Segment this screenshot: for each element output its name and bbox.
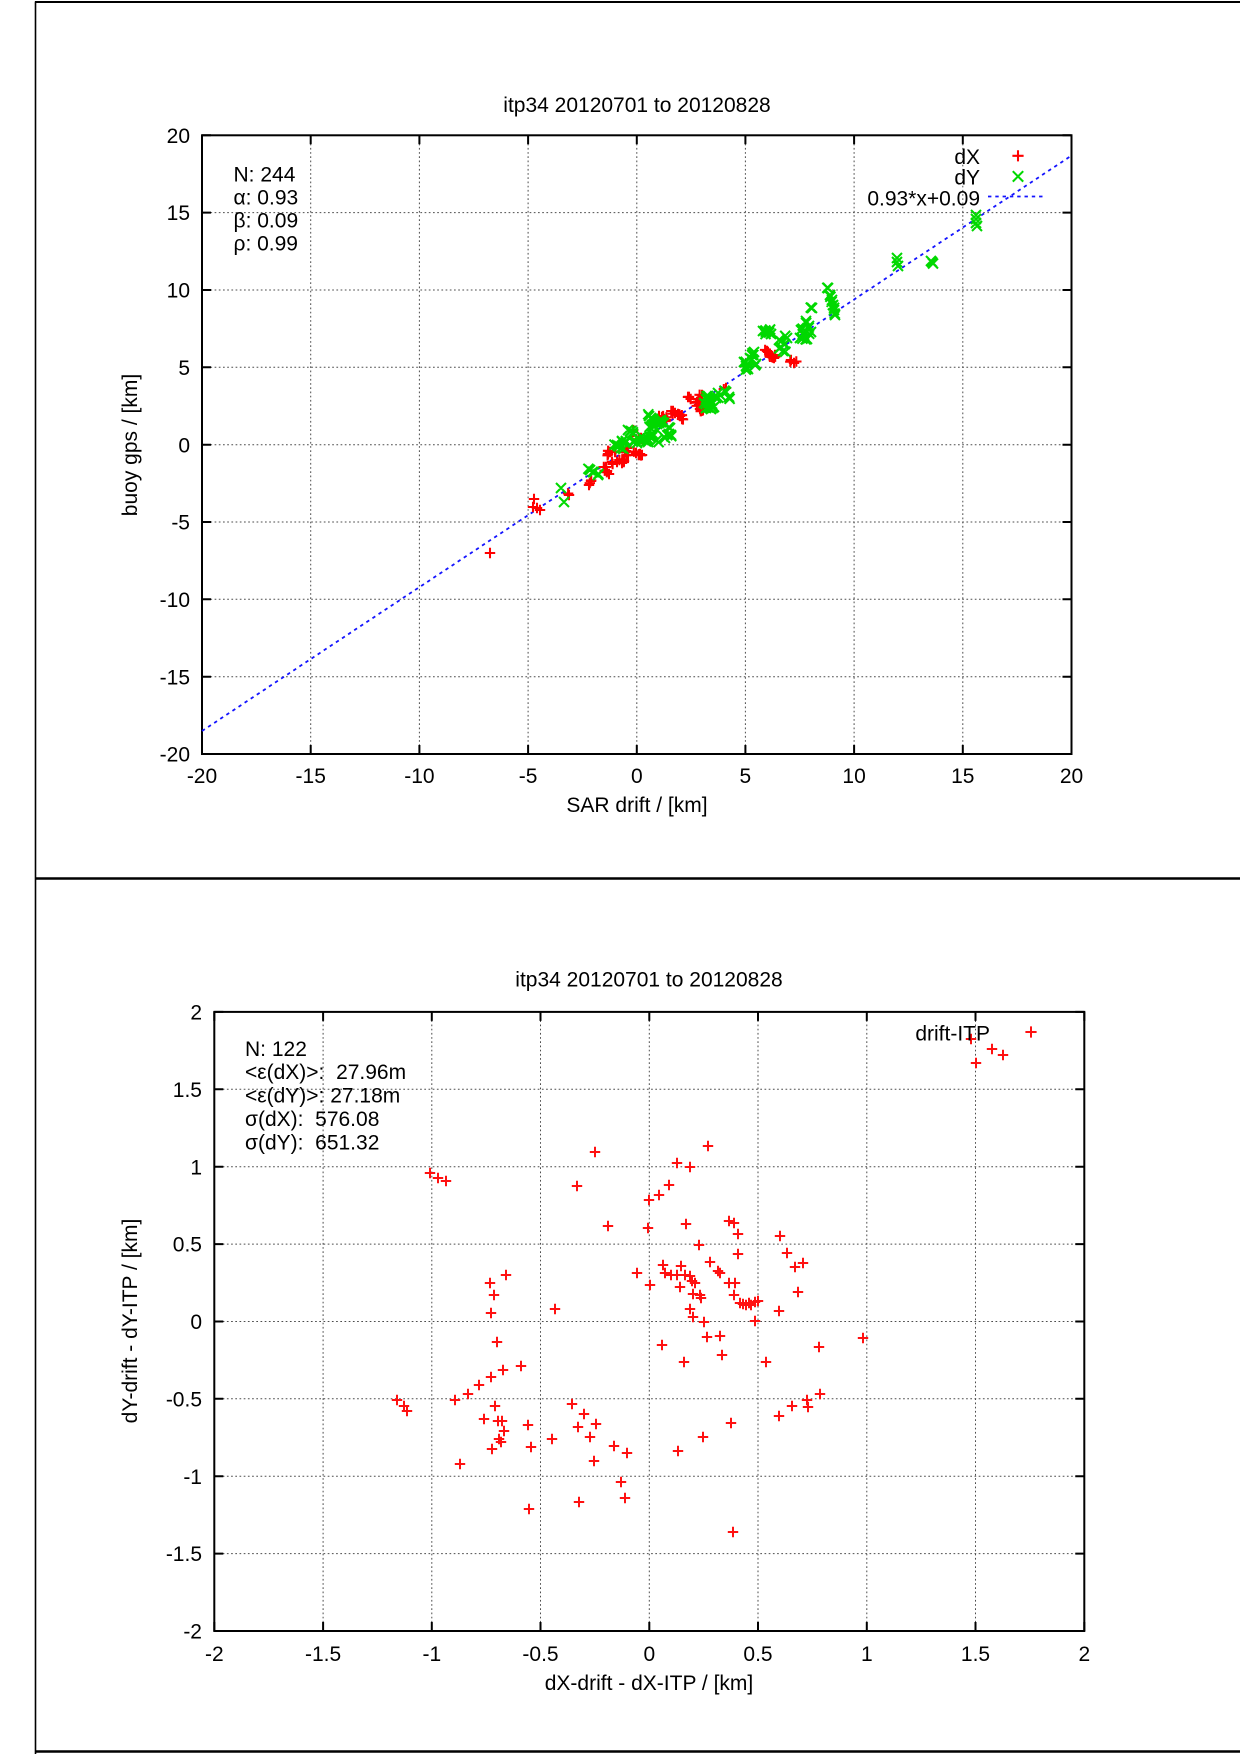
svg-text:0: 0 [178, 434, 190, 457]
svg-text:dY-drift - dY-ITP / [km]: dY-drift - dY-ITP / [km] [119, 1219, 142, 1424]
svg-text:drift-ITP: drift-ITP [915, 1022, 990, 1045]
svg-text:15: 15 [167, 202, 190, 225]
svg-text:-10: -10 [404, 765, 434, 788]
svg-text:-1.5: -1.5 [305, 1643, 341, 1666]
svg-text:SAR drift / [km]: SAR drift / [km] [566, 794, 707, 817]
svg-text:dX: dX [954, 146, 980, 169]
svg-text:-15: -15 [160, 666, 190, 689]
svg-text:N: 244: N: 244 [234, 164, 296, 187]
svg-text:1: 1 [861, 1643, 873, 1666]
svg-text:0.5: 0.5 [743, 1643, 772, 1666]
svg-text:0: 0 [190, 1311, 202, 1334]
svg-text:1.5: 1.5 [173, 1079, 202, 1102]
svg-text:20: 20 [1060, 765, 1083, 788]
svg-text:<ε(dY)>: 27.18m: <ε(dY)>: 27.18m [245, 1085, 400, 1108]
svg-text:1: 1 [190, 1156, 202, 1179]
svg-text:<ε(dX)>: 27.96m: <ε(dX)>: 27.96m [245, 1061, 406, 1084]
svg-text:5: 5 [740, 765, 752, 788]
svg-text:α: 0.93: α: 0.93 [234, 187, 299, 210]
svg-text:ρ: 0.99: ρ: 0.99 [234, 233, 299, 256]
svg-text:0: 0 [643, 1643, 655, 1666]
svg-text:10: 10 [842, 765, 865, 788]
svg-text:-15: -15 [296, 765, 326, 788]
svg-text:-1: -1 [422, 1643, 441, 1666]
svg-text:dY: dY [954, 167, 980, 190]
svg-text:-1.5: -1.5 [166, 1543, 202, 1566]
svg-text:-2: -2 [183, 1621, 202, 1644]
svg-text:-2: -2 [205, 1643, 224, 1666]
svg-text:0.93*x+0.09: 0.93*x+0.09 [867, 187, 980, 210]
svg-text:2: 2 [190, 1002, 202, 1025]
svg-text:σ(dX): 576.08: σ(dX): 576.08 [245, 1108, 379, 1131]
svg-text:2: 2 [1078, 1643, 1090, 1666]
svg-text:-20: -20 [160, 744, 190, 767]
svg-text:buoy gps / [km]: buoy gps / [km] [119, 374, 142, 516]
svg-text:0.5: 0.5 [173, 1234, 202, 1257]
svg-text:β: 0.09: β: 0.09 [234, 210, 299, 233]
svg-text:15: 15 [951, 765, 974, 788]
svg-text:-1: -1 [183, 1466, 202, 1489]
svg-text:20: 20 [167, 125, 190, 148]
svg-text:5: 5 [178, 357, 190, 380]
svg-text:1.5: 1.5 [961, 1643, 990, 1666]
svg-text:-10: -10 [160, 589, 190, 612]
svg-text:-0.5: -0.5 [166, 1388, 202, 1411]
svg-text:itp34 20120701 to 20120828: itp34 20120701 to 20120828 [515, 969, 782, 992]
svg-text:N: 122: N: 122 [245, 1038, 307, 1061]
svg-text:dX-drift - dX-ITP / [km]: dX-drift - dX-ITP / [km] [545, 1672, 753, 1695]
svg-text:-0.5: -0.5 [522, 1643, 558, 1666]
svg-text:-5: -5 [519, 765, 538, 788]
svg-text:0: 0 [631, 765, 643, 788]
svg-text:σ(dY): 651.32: σ(dY): 651.32 [245, 1131, 379, 1154]
svg-text:itp34 20120701 to 20120828: itp34 20120701 to 20120828 [503, 94, 770, 117]
svg-text:-20: -20 [187, 765, 217, 788]
svg-text:10: 10 [167, 280, 190, 303]
svg-text:-5: -5 [171, 512, 190, 535]
